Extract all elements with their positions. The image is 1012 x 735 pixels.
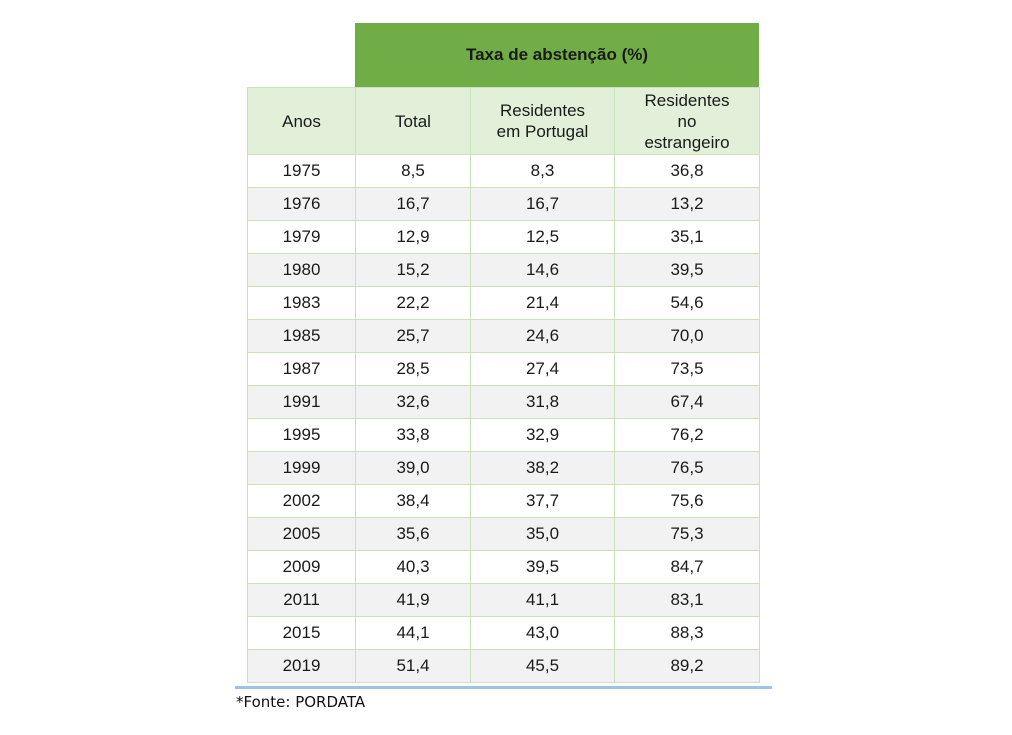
cell-total: 15,2 xyxy=(355,253,471,287)
table-row: 2009 40,3 39,5 84,7 xyxy=(247,550,760,584)
cell-residentes-portugal: 41,1 xyxy=(470,583,615,617)
table-row: 2019 51,4 45,5 89,2 xyxy=(247,649,760,683)
cell-residentes-estrangeiro: 13,2 xyxy=(614,187,760,221)
bottom-rule xyxy=(235,686,772,689)
cell-residentes-portugal: 21,4 xyxy=(470,286,615,320)
table-row: 2005 35,6 35,0 75,3 xyxy=(247,517,760,551)
source-note: *Fonte: PORDATA xyxy=(236,693,366,711)
cell-year: 2015 xyxy=(247,616,356,650)
cell-residentes-estrangeiro: 54,6 xyxy=(614,286,760,320)
cell-residentes-portugal: 16,7 xyxy=(470,187,615,221)
cell-residentes-estrangeiro: 89,2 xyxy=(614,649,760,683)
table-row: 2011 41,9 41,1 83,1 xyxy=(247,583,760,617)
cell-total: 28,5 xyxy=(355,352,471,386)
cell-year: 2011 xyxy=(247,583,356,617)
cell-residentes-portugal: 32,9 xyxy=(470,418,615,452)
cell-year: 1995 xyxy=(247,418,356,452)
cell-year: 1975 xyxy=(247,154,356,188)
cell-total: 16,7 xyxy=(355,187,471,221)
cell-total: 35,6 xyxy=(355,517,471,551)
cell-residentes-estrangeiro: 39,5 xyxy=(614,253,760,287)
table-row: 1979 12,9 12,5 35,1 xyxy=(247,220,760,254)
cell-year: 2002 xyxy=(247,484,356,518)
cell-total: 33,8 xyxy=(355,418,471,452)
table-row: 2015 44,1 43,0 88,3 xyxy=(247,616,760,650)
table-row: 1995 33,8 32,9 76,2 xyxy=(247,418,760,452)
cell-year: 1991 xyxy=(247,385,356,419)
cell-residentes-portugal: 45,5 xyxy=(470,649,615,683)
cell-residentes-estrangeiro: 73,5 xyxy=(614,352,760,386)
cell-year: 2009 xyxy=(247,550,356,584)
column-header-total: Total xyxy=(355,87,471,155)
column-header-anos: Anos xyxy=(247,87,356,155)
cell-total: 8,5 xyxy=(355,154,471,188)
table-row: 2002 38,4 37,7 75,6 xyxy=(247,484,760,518)
table-title: Taxa de abstenção (%) xyxy=(355,23,759,87)
table-row: 1976 16,7 16,7 13,2 xyxy=(247,187,760,221)
table-title-row: Taxa de abstenção (%) xyxy=(247,23,759,87)
table-row: 1983 22,2 21,4 54,6 xyxy=(247,286,760,320)
cell-total: 39,0 xyxy=(355,451,471,485)
cell-total: 51,4 xyxy=(355,649,471,683)
cell-residentes-estrangeiro: 88,3 xyxy=(614,616,760,650)
cell-residentes-estrangeiro: 36,8 xyxy=(614,154,760,188)
cell-residentes-estrangeiro: 75,6 xyxy=(614,484,760,518)
cell-residentes-estrangeiro: 35,1 xyxy=(614,220,760,254)
cell-year: 2005 xyxy=(247,517,356,551)
table-row: 1991 32,6 31,8 67,4 xyxy=(247,385,760,419)
column-header-row: Anos Total Residentes em Portugal Reside… xyxy=(247,87,760,155)
cell-residentes-estrangeiro: 70,0 xyxy=(614,319,760,353)
table-row: 1985 25,7 24,6 70,0 xyxy=(247,319,760,353)
cell-total: 44,1 xyxy=(355,616,471,650)
cell-total: 25,7 xyxy=(355,319,471,353)
cell-year: 1999 xyxy=(247,451,356,485)
cell-residentes-portugal: 8,3 xyxy=(470,154,615,188)
cell-year: 1983 xyxy=(247,286,356,320)
cell-total: 40,3 xyxy=(355,550,471,584)
table-row: 1999 39,0 38,2 76,5 xyxy=(247,451,760,485)
cell-total: 22,2 xyxy=(355,286,471,320)
cell-residentes-estrangeiro: 76,2 xyxy=(614,418,760,452)
cell-residentes-portugal: 12,5 xyxy=(470,220,615,254)
cell-residentes-portugal: 38,2 xyxy=(470,451,615,485)
table-row: 1975 8,5 8,3 36,8 xyxy=(247,154,760,188)
cell-total: 32,6 xyxy=(355,385,471,419)
cell-residentes-portugal: 37,7 xyxy=(470,484,615,518)
data-table: Anos Total Residentes em Portugal Reside… xyxy=(247,87,760,683)
cell-residentes-portugal: 31,8 xyxy=(470,385,615,419)
cell-residentes-portugal: 43,0 xyxy=(470,616,615,650)
cell-year: 1976 xyxy=(247,187,356,221)
cell-residentes-portugal: 39,5 xyxy=(470,550,615,584)
column-header-residentes-portugal-label: Residentes em Portugal xyxy=(496,101,589,141)
cell-residentes-estrangeiro: 83,1 xyxy=(614,583,760,617)
cell-residentes-portugal: 27,4 xyxy=(470,352,615,386)
cell-year: 2019 xyxy=(247,649,356,683)
table-row: 1980 15,2 14,6 39,5 xyxy=(247,253,760,287)
column-header-residentes-estrangeiro: Residentes no estrangeiro xyxy=(614,87,760,155)
cell-total: 38,4 xyxy=(355,484,471,518)
cell-year: 1987 xyxy=(247,352,356,386)
table-body: 1975 8,5 8,3 36,8 1976 16,7 16,7 13,2 1979 12,9 12… xyxy=(247,154,760,683)
cell-residentes-portugal: 24,6 xyxy=(470,319,615,353)
cell-total: 41,9 xyxy=(355,583,471,617)
cell-residentes-estrangeiro: 76,5 xyxy=(614,451,760,485)
table-row: 1987 28,5 27,4 73,5 xyxy=(247,352,760,386)
cell-year: 1985 xyxy=(247,319,356,353)
cell-residentes-portugal: 35,0 xyxy=(470,517,615,551)
column-header-residentes-portugal: Residentes em Portugal xyxy=(470,87,615,155)
column-header-residentes-estrangeiro-label: Residentes no estrangeiro xyxy=(644,90,730,152)
cell-year: 1979 xyxy=(247,220,356,254)
abstention-table: Taxa de abstenção (%) Anos Total Residen… xyxy=(247,23,760,683)
cell-residentes-portugal: 14,6 xyxy=(470,253,615,287)
cell-residentes-estrangeiro: 75,3 xyxy=(614,517,760,551)
cell-year: 1980 xyxy=(247,253,356,287)
cell-residentes-estrangeiro: 67,4 xyxy=(614,385,760,419)
cell-total: 12,9 xyxy=(355,220,471,254)
cell-residentes-estrangeiro: 84,7 xyxy=(614,550,760,584)
